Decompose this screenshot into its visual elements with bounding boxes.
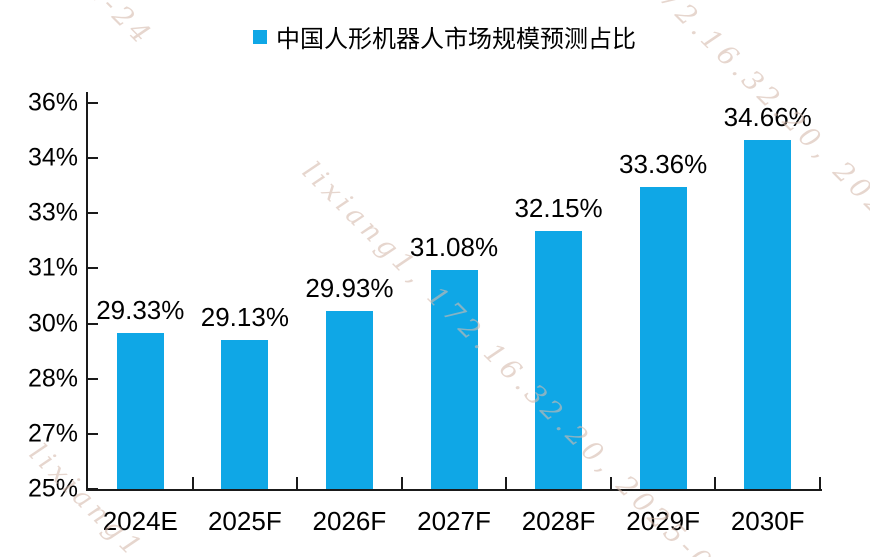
y-axis-tick xyxy=(88,212,98,215)
y-axis-tick-label: 27% xyxy=(27,419,78,448)
x-axis-tick xyxy=(296,477,299,489)
bar-value-label: 29.93% xyxy=(305,273,394,304)
bar xyxy=(221,339,269,489)
bar xyxy=(116,332,164,489)
y-axis-tick-label: 31% xyxy=(27,253,78,282)
bar-value-label: 31.08% xyxy=(409,231,499,262)
y-axis-tick-label: 25% xyxy=(27,474,78,503)
x-axis-category-label: 2029F xyxy=(626,506,701,536)
y-axis-tick xyxy=(88,488,98,490)
y-axis-tick xyxy=(88,432,98,435)
y-axis-tick xyxy=(88,377,98,380)
x-axis-tick xyxy=(400,477,403,489)
x-axis-tick xyxy=(505,477,508,489)
x-axis-tick xyxy=(714,477,717,489)
x-axis-tick xyxy=(191,477,194,489)
bar xyxy=(325,311,373,489)
legend-square-icon xyxy=(253,29,267,44)
bar-value-label: 29.33% xyxy=(96,294,185,325)
bar xyxy=(535,230,583,489)
x-axis-category-label: 2024E xyxy=(102,506,178,536)
x-axis-category-label: 2030F xyxy=(730,506,805,536)
y-axis-tick-label: 36% xyxy=(27,88,78,117)
x-axis-tick xyxy=(609,477,612,489)
x-axis-category-label: 2028F xyxy=(521,506,596,536)
x-axis-line xyxy=(86,489,822,491)
chart-legend: 中国人形机器人市场规模预测占比 xyxy=(253,19,636,54)
bar-value-label: 34.66% xyxy=(723,102,812,133)
bar-value-label: 33.36% xyxy=(619,149,708,180)
y-axis-tick-label: 33% xyxy=(27,198,78,227)
y-axis-tick xyxy=(88,157,98,160)
x-axis-tick xyxy=(819,477,821,489)
x-axis-category-label: 2026F xyxy=(312,506,387,536)
y-axis-tick xyxy=(88,322,98,325)
bar xyxy=(639,187,687,489)
bar-value-label: 29.13% xyxy=(200,301,289,332)
x-axis-category-label: 2027F xyxy=(417,506,491,536)
y-axis-line xyxy=(86,92,88,491)
y-axis-tick xyxy=(88,267,98,270)
bar xyxy=(744,140,792,489)
y-axis-tick xyxy=(88,102,98,104)
y-axis-tick-label: 30% xyxy=(27,309,78,338)
x-axis-category-label: 2025F xyxy=(207,506,282,536)
y-axis-tick-label: 28% xyxy=(27,364,78,393)
bar xyxy=(430,269,478,489)
bar-value-label: 32.15% xyxy=(514,192,603,223)
y-axis-tick-label: 34% xyxy=(27,143,78,172)
legend-label: 中国人形机器人市场规模预测占比 xyxy=(276,26,636,53)
